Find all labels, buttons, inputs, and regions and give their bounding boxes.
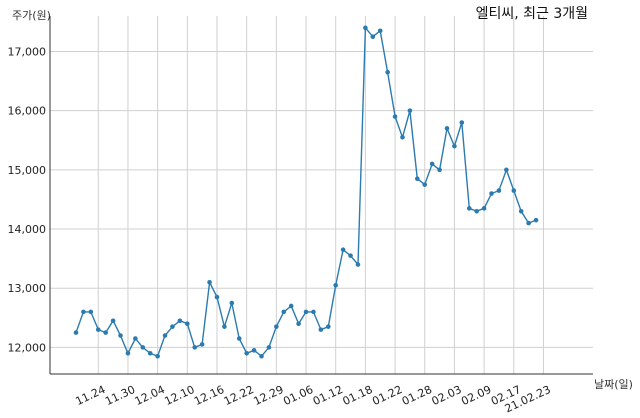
data-point <box>288 303 294 309</box>
data-point <box>281 309 287 315</box>
y-tick-label: 14,000 <box>8 223 47 236</box>
data-point <box>415 176 420 182</box>
x-tick-label: 02.03 <box>430 383 464 408</box>
data-point <box>266 345 272 350</box>
data-point <box>437 167 442 173</box>
data-point <box>214 294 220 300</box>
data-point <box>103 330 108 335</box>
data-point <box>162 333 168 338</box>
x-tick-label: 01.22 <box>370 383 404 408</box>
data-point <box>489 191 494 196</box>
data-point <box>533 217 539 223</box>
data-point <box>392 114 398 119</box>
data-point <box>311 309 316 315</box>
data-point <box>377 28 383 34</box>
data-point <box>207 279 212 285</box>
y-tick-label: 13,000 <box>8 282 47 295</box>
data-point <box>95 327 101 332</box>
data-point <box>348 253 353 258</box>
data-point <box>459 120 465 125</box>
data-point <box>81 309 86 315</box>
data-point <box>88 309 94 315</box>
x-tick-label: 12.22 <box>222 383 256 408</box>
chart-title: 엘티씨, 최근 3개월 <box>475 6 588 22</box>
x-tick-label: 12.10 <box>163 383 197 408</box>
data-point <box>333 282 339 288</box>
data-point <box>199 342 205 347</box>
data-point <box>155 353 160 359</box>
data-point <box>140 345 146 350</box>
x-axis-label: 날짜(일) <box>594 378 633 391</box>
data-point <box>318 327 324 332</box>
data-point <box>355 262 361 267</box>
x-tick-label: 01.18 <box>341 383 375 408</box>
data-point <box>370 34 376 40</box>
data-point <box>229 300 235 306</box>
x-tick-label: 01.28 <box>400 383 434 408</box>
data-point <box>363 25 368 31</box>
data-point <box>222 324 227 329</box>
x-tick-label: 12.29 <box>252 383 286 408</box>
data-point <box>429 161 435 167</box>
data-point <box>274 324 279 329</box>
data-point <box>422 182 428 187</box>
x-tick-label: 01.12 <box>311 383 345 408</box>
data-point <box>504 167 509 173</box>
data-point <box>170 324 175 329</box>
y-tick-label: 15,000 <box>8 164 47 177</box>
x-tick-label: 11.24 <box>73 383 107 408</box>
data-point <box>133 336 138 341</box>
data-point <box>526 220 531 226</box>
data-point <box>185 321 190 327</box>
x-tick-label: 12.04 <box>133 383 167 408</box>
data-point <box>452 143 457 149</box>
data-point <box>73 330 79 335</box>
x-tick-label: 12.16 <box>192 383 226 408</box>
x-tick-label: 02.09 <box>459 383 493 408</box>
y-tick-label: 17,000 <box>8 46 47 59</box>
y-axis-label: 주가(원) <box>12 9 51 22</box>
data-point <box>125 350 131 356</box>
data-point <box>496 188 502 193</box>
data-point <box>147 350 153 356</box>
data-point <box>259 353 264 359</box>
data-point <box>444 126 450 131</box>
data-point <box>303 309 309 315</box>
data-point <box>407 108 413 113</box>
y-tick-label: 16,000 <box>8 105 47 118</box>
data-point <box>177 318 183 324</box>
data-point <box>244 350 249 356</box>
data-point <box>400 135 405 140</box>
data-point <box>474 208 479 214</box>
data-point <box>251 348 257 353</box>
y-tick-label: 12,000 <box>8 341 47 354</box>
data-point <box>110 318 116 324</box>
data-point <box>340 247 346 253</box>
x-tick-label: 11.30 <box>103 383 137 408</box>
x-tick-label: 01.06 <box>281 383 315 408</box>
data-point <box>466 206 472 211</box>
data-point <box>481 206 487 211</box>
data-point <box>511 188 517 193</box>
data-point <box>236 336 242 341</box>
data-point <box>118 333 123 338</box>
data-point <box>192 345 198 350</box>
data-point <box>518 208 524 214</box>
data-point <box>325 324 331 329</box>
data-point <box>385 69 390 75</box>
data-point <box>296 321 301 327</box>
